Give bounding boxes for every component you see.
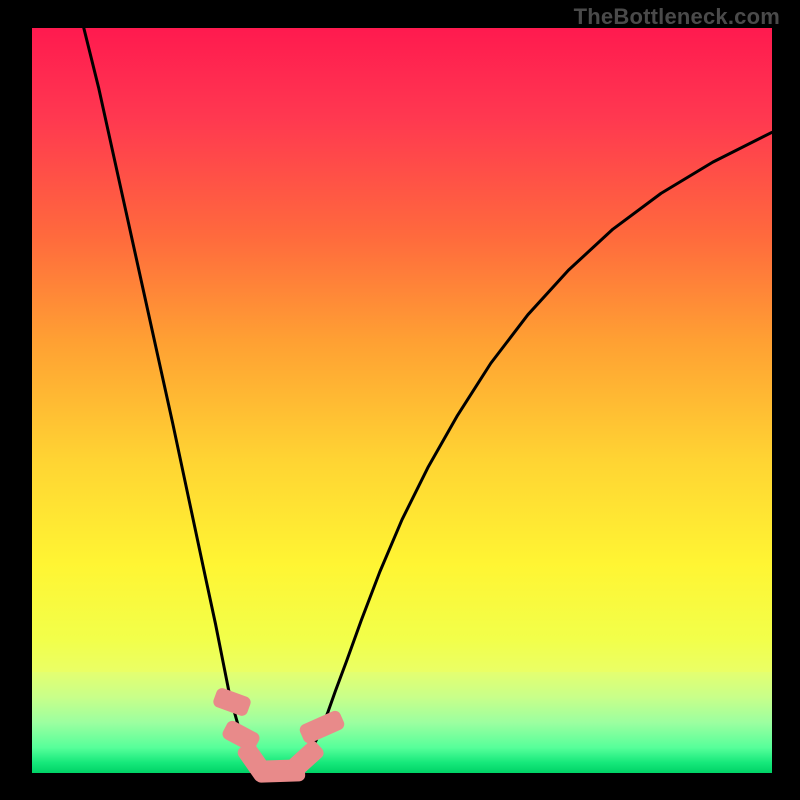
chart-plot-area (32, 28, 772, 773)
watermark-text: TheBottleneck.com (574, 4, 780, 30)
curve-marker (298, 709, 346, 745)
curve-marker (211, 687, 252, 718)
chart-marker-layer (32, 28, 772, 773)
